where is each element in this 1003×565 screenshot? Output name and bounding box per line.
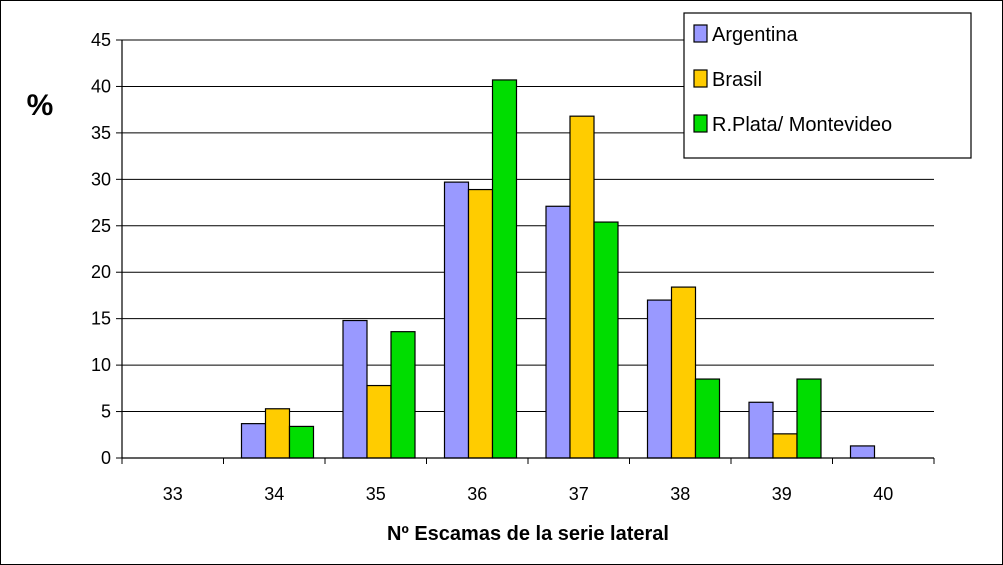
bar-argentina-36 [443, 181, 470, 459]
bar-r-plata-montevideo-38 [694, 378, 721, 459]
y-tick-label: 15 [91, 309, 111, 329]
bar-argentina-39 [748, 401, 774, 459]
x-tick-label: 39 [772, 484, 792, 504]
axes [116, 39, 935, 464]
bar-r-plata-montevideo-39 [796, 378, 822, 459]
y-tick-label: 5 [101, 402, 111, 422]
y-tick-label: 10 [91, 355, 111, 375]
bar-argentina-34 [240, 423, 267, 459]
bar-argentina-40 [849, 445, 876, 459]
legend: Argentina Brasil R.Plata/ Montevideo [683, 12, 972, 159]
bar-brasil-36 [467, 188, 494, 459]
legend-swatch [693, 24, 708, 43]
bar-argentina-38 [646, 299, 673, 459]
y-tick-label: 0 [101, 448, 111, 468]
bar-r-plata-montevideo-36 [491, 79, 518, 459]
x-axis-label: Nº Escamas de la serie lateral [387, 523, 669, 545]
legend-label: R.Plata/ Montevideo [712, 114, 892, 136]
bar-argentina-37 [545, 205, 571, 459]
x-tick-label: 38 [670, 484, 690, 504]
x-tick-label: 40 [873, 484, 893, 504]
x-tick-labels: 33 34 35 36 37 38 39 40 [163, 484, 894, 504]
legend-box [683, 12, 972, 159]
bar-r-plata-montevideo-35 [390, 331, 416, 459]
y-tick-label: 30 [91, 169, 111, 189]
bar-brasil-35 [366, 384, 392, 459]
bars [240, 79, 876, 459]
y-tick-label: 45 [91, 30, 111, 50]
y-tick-label: 40 [91, 76, 111, 96]
legend-label: Brasil [712, 69, 762, 91]
y-tick-label: 20 [91, 262, 111, 282]
bar-argentina-35 [342, 319, 368, 459]
y-tick-label: 35 [91, 123, 111, 143]
x-tick-label: 34 [264, 484, 284, 504]
y-axis-label: % [27, 89, 54, 122]
bar-brasil-38 [670, 286, 697, 459]
legend-items: Argentina Brasil R.Plata/ Montevideo [693, 24, 892, 136]
legend-swatch [693, 69, 708, 88]
x-tick-label: 36 [467, 484, 487, 504]
bar-brasil-39 [772, 433, 798, 459]
x-tick-label: 37 [569, 484, 589, 504]
y-tick-labels: 0 5 10 15 20 25 30 35 40 45 [91, 30, 111, 468]
bar-brasil-37 [569, 115, 595, 459]
bar-brasil-34 [264, 408, 291, 459]
y-tick-label: 25 [91, 216, 111, 236]
x-tick-label: 35 [366, 484, 386, 504]
bar-r-plata-montevideo-37 [593, 221, 619, 459]
bar-r-plata-montevideo-34 [288, 425, 315, 459]
x-tick-label: 33 [163, 484, 183, 504]
legend-swatch [693, 114, 708, 133]
legend-label: Argentina [712, 24, 798, 46]
